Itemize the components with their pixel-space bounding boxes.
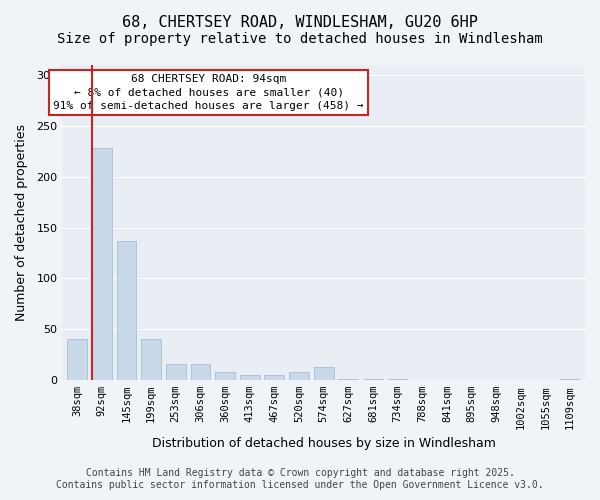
Y-axis label: Number of detached properties: Number of detached properties [15,124,28,321]
Bar [141,340,161,380]
Bar [240,375,260,380]
Bar [265,375,284,380]
Bar [92,148,112,380]
Text: Size of property relative to detached houses in Windlesham: Size of property relative to detached ho… [57,32,543,46]
Bar [116,241,136,380]
Text: 68, CHERTSEY ROAD, WINDLESHAM, GU20 6HP: 68, CHERTSEY ROAD, WINDLESHAM, GU20 6HP [122,15,478,30]
X-axis label: Distribution of detached houses by size in Windlesham: Distribution of detached houses by size … [152,437,496,450]
Bar [560,379,580,380]
Text: Contains HM Land Registry data © Crown copyright and database right 2025.
Contai: Contains HM Land Registry data © Crown c… [56,468,544,490]
Bar [388,379,407,380]
Bar [289,372,309,380]
Bar [314,367,334,380]
Bar [67,340,87,380]
Bar [338,379,358,380]
Bar [363,379,383,380]
Bar [215,372,235,380]
Bar [191,364,210,380]
Text: 68 CHERTSEY ROAD: 94sqm
← 8% of detached houses are smaller (40)
91% of semi-det: 68 CHERTSEY ROAD: 94sqm ← 8% of detached… [53,74,364,111]
Bar [166,364,185,380]
